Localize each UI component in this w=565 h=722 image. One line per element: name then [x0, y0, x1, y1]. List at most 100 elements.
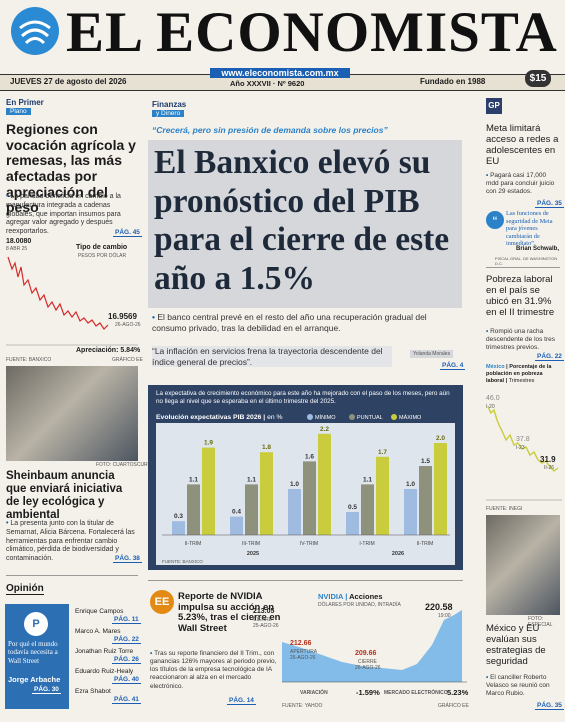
page-ref: PÁG. 26 [112, 656, 141, 664]
date: I-23 [516, 445, 525, 451]
quote-icon: “ [486, 211, 504, 229]
logo [11, 7, 59, 55]
source: FUENTE: INEGI [486, 506, 523, 512]
section: Finanzas [152, 100, 187, 109]
chart-end-date: 26-AGO-26 [115, 322, 141, 328]
bar [318, 433, 331, 535]
gdp-bar-chart: MÍNIMO PUNTUAL MÁXIMO 0.3 1.1 1.9 II-TRIM 0.4 1.… [156, 414, 455, 565]
columnist-name: Jonathan Ruiz Torre [75, 648, 134, 655]
divider [148, 580, 463, 581]
chart-end-value: 16.9569 [108, 312, 137, 321]
quote-author: Brian Schwalb, [516, 246, 560, 252]
chart-subtitle: Acciones [349, 592, 383, 601]
headline-box [148, 140, 462, 308]
chart-unit: DÓLARES POR UNIDAD, INTRADÍA [318, 602, 401, 608]
quote: Las funciones de seguridad de Meta para … [506, 210, 553, 248]
value-label: 1.5 [421, 458, 430, 465]
chart-source: FUENTE: BANXICO [6, 357, 52, 363]
value-label: 0.4 [232, 509, 241, 516]
page-ref: PÁG. 40 [112, 676, 141, 684]
chart-title: NVIDIA | Acciones [318, 592, 383, 601]
bar [419, 466, 432, 535]
chart-intro: La expectativa de crecimiento económico … [156, 390, 450, 406]
date: 26-AGO-26 [290, 655, 316, 661]
bar [172, 521, 185, 535]
page-ref: PÁG. 38 [113, 555, 142, 563]
label: APERTURA [290, 649, 318, 655]
url: www.eleconomista.com.mx [210, 68, 350, 78]
opinion-headline: Por qué el mundo todavía necesita a Wall… [8, 640, 58, 665]
photo-credit: FOTO: CUARTOSCURO [96, 462, 152, 468]
label: VARIACIÓN [300, 690, 328, 696]
value-label: 1.1 [247, 476, 256, 483]
main-headline: El Banxico elevó su pronóstico del PIB p… [154, 144, 450, 297]
chart-title: Tipo de cambio [76, 244, 128, 251]
chart-unit: PESOS POR DÓLAR [78, 253, 127, 259]
chart-title-text: Evolución expectativas PIB 2026 [156, 414, 262, 421]
section: En Primer [6, 98, 44, 107]
legend-swatch [349, 414, 355, 420]
label: MERCADO ELECTRÓNICO [384, 690, 448, 696]
credit: GRÁFICO EE [438, 703, 469, 709]
columnist-name: Marco A. Mares [75, 628, 121, 635]
x-tick-label: II-TRIM [185, 541, 202, 547]
bullet: Pagará casi 17,000 mdd para concluir jui… [486, 172, 560, 196]
value-label: 1.0 [406, 481, 415, 488]
value: 46.0 [486, 395, 500, 402]
headline: Meta limitará acceso a redes a adolescen… [486, 123, 559, 167]
legend-label: PUNTUAL [357, 415, 383, 421]
issue: Año XXXVII · Nº 9620 [230, 79, 305, 88]
opinion-author: Jorge Arbache [8, 675, 61, 684]
columnist-name: Eduardo Ruiz-Healy [75, 668, 134, 675]
page-ref: PÁG. 22 [112, 636, 141, 644]
value-label: 2.0 [436, 435, 445, 442]
section-logo: EE [150, 590, 174, 614]
chart-title: Evolución expectativas PIB 2026 | en % [156, 414, 283, 421]
legend-label: MÍNIMO [315, 414, 336, 421]
photo [486, 515, 560, 615]
quote: “La inflación en servicios frena la tray… [152, 346, 392, 368]
section-logo: GP [486, 98, 502, 114]
chart-title: Porcentaje de la población en pobreza la… [486, 364, 552, 384]
bar [361, 484, 374, 535]
bullet: Tras su reporte financiero del II Trim.,… [150, 650, 278, 691]
legend-swatch [307, 414, 313, 420]
chart-start-date: 8 ABR 25 [6, 246, 28, 252]
value-label: 1.9 [204, 440, 213, 447]
subsection: y Dinero [152, 110, 185, 117]
value-label: 0.3 [174, 513, 183, 520]
opinion-title: Opinión [6, 583, 44, 595]
kicker: “Crecerá, pero sin presión de demanda so… [152, 125, 388, 135]
date: I-20 [486, 404, 495, 410]
page-ref: PÁG. 41 [112, 696, 141, 704]
page-ref: PÁG. 11 [112, 616, 141, 624]
value: 213.05 [253, 608, 275, 615]
date: 25-AGO-26 [253, 623, 279, 629]
bullet: El banco central prevé en el resto del a… [152, 312, 452, 333]
poverty-line-chart [486, 406, 562, 501]
value-label: 1.6 [305, 453, 314, 460]
chart-unit: en % [267, 414, 283, 421]
page-ref: PÁG. 35 [535, 200, 564, 208]
bar [404, 489, 417, 535]
page-ref: PÁG. 22 [535, 353, 564, 361]
price: $15 [525, 70, 551, 87]
source: FUENTE: BANXICO [162, 559, 203, 564]
value-label: 1.0 [290, 481, 299, 488]
chart-note: Apreciación: 5.84% [76, 347, 141, 354]
columnist-name: Enrique Campos [75, 608, 124, 615]
opinion-logo: P [24, 612, 48, 636]
quote-role: FISCAL GRAL. DE WASHINGTON D.C. [495, 256, 558, 266]
headline: Pobreza laboral en el país se ubicó en 3… [486, 274, 555, 318]
bullet: El canciller Roberto Velasco se reunió c… [486, 674, 560, 698]
bullet: La presenta junto con la titular de Sema… [6, 520, 138, 564]
label: CIERRE [358, 659, 377, 665]
legend-label: MÁXIMO [399, 414, 422, 421]
year-label: 2025 [247, 551, 259, 557]
value-label: 1.1 [189, 476, 198, 483]
nvidia-area-chart [282, 610, 467, 683]
page-ref: PÁG. 45 [113, 229, 142, 237]
fx-line-chart [6, 256, 138, 346]
source: FUENTE: YAHOO [282, 703, 323, 709]
